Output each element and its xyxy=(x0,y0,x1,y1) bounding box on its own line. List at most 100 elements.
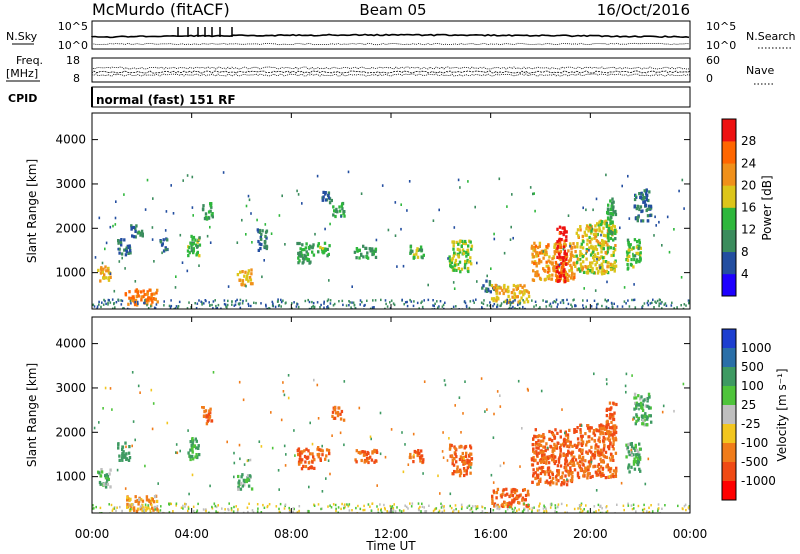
heatmap-cell xyxy=(121,445,124,449)
heatmap-cell xyxy=(351,285,353,288)
heatmap-cell xyxy=(402,509,405,512)
heatmap-cell xyxy=(607,423,610,427)
heatmap-cell xyxy=(600,262,604,266)
heatmap-cell xyxy=(409,249,413,253)
heatmap-cell xyxy=(423,380,426,383)
heatmap-cell xyxy=(623,286,626,289)
heatmap-cell xyxy=(361,450,364,454)
heatmap-cell xyxy=(628,217,631,220)
heatmap-cell xyxy=(469,452,472,456)
heatmap-cell xyxy=(610,420,613,424)
heatmap-cell xyxy=(526,489,530,493)
heatmap-cell xyxy=(204,409,208,413)
heatmap-cell xyxy=(260,445,263,448)
heatmap-cell xyxy=(682,382,685,386)
heatmap-cell xyxy=(636,240,639,244)
heatmap-cell xyxy=(549,260,552,264)
heatmap-cell xyxy=(536,254,540,258)
heatmap-cell xyxy=(207,210,211,214)
heatmap-cell xyxy=(453,509,455,512)
heatmap-cell xyxy=(159,240,163,244)
heatmap-cell xyxy=(605,269,608,273)
heatmap-cell xyxy=(151,427,154,431)
heatmap-cell xyxy=(418,451,421,456)
heatmap-cell xyxy=(509,505,513,509)
heatmap-cell xyxy=(635,401,639,405)
heatmap-cell xyxy=(498,291,501,295)
heatmap-cell xyxy=(193,509,195,513)
heatmap-cell xyxy=(362,508,364,512)
heatmap-cell xyxy=(144,508,147,512)
heatmap-cell xyxy=(582,260,585,264)
heatmap-cell xyxy=(241,279,245,283)
heatmap-cell xyxy=(555,446,559,450)
colorbar-tick-label: 28 xyxy=(741,134,756,148)
heatmap-cell xyxy=(565,230,568,234)
heatmap-cell xyxy=(131,234,134,238)
heatmap-cell xyxy=(613,302,615,305)
heatmap-cell xyxy=(413,255,416,259)
heatmap-cell xyxy=(467,269,470,274)
heatmap-cell xyxy=(579,269,582,273)
heatmap-cell xyxy=(582,299,584,302)
heatmap-cell xyxy=(381,511,383,513)
heatmap-cell xyxy=(636,460,640,464)
heatmap-cell xyxy=(377,511,380,513)
heatmap-cell xyxy=(413,300,415,303)
heatmap-cell xyxy=(458,445,461,449)
heatmap-cell xyxy=(153,505,157,509)
heatmap-cell xyxy=(159,509,162,512)
heatmap-cell xyxy=(470,466,472,469)
heatmap-cell xyxy=(562,442,565,446)
heatmap-cell xyxy=(599,452,602,456)
heatmap-cell xyxy=(129,508,132,511)
heatmap-cell xyxy=(156,505,159,508)
heatmap-cell xyxy=(362,244,365,248)
heatmap-cell xyxy=(560,483,563,487)
heatmap-cell xyxy=(126,502,129,506)
heatmap-cell xyxy=(509,493,512,497)
heatmap-cell xyxy=(237,481,240,485)
freq-trace xyxy=(91,70,691,74)
heatmap-cell xyxy=(596,222,599,226)
range-tick-label: 2000 xyxy=(55,221,86,235)
heatmap-cell xyxy=(687,299,690,302)
heatmap-cell xyxy=(537,307,540,309)
heatmap-cell xyxy=(209,225,211,229)
heatmap-cell xyxy=(421,300,423,303)
heatmap-cell xyxy=(503,505,506,508)
heatmap-cell xyxy=(257,507,259,510)
heatmap-cell xyxy=(567,274,570,278)
heatmap-cell xyxy=(611,224,615,228)
heatmap-cell xyxy=(209,484,211,488)
heatmap-cell xyxy=(121,447,124,452)
heatmap-cell xyxy=(201,303,203,306)
heatmap-cell xyxy=(284,504,286,508)
heatmap-cell xyxy=(673,307,675,309)
heatmap-cell xyxy=(328,279,330,282)
heatmap-cell xyxy=(136,300,139,304)
heatmap-cell xyxy=(648,414,651,418)
heatmap-cell xyxy=(146,292,149,296)
heatmap-cell xyxy=(149,510,152,513)
heatmap-cell xyxy=(600,250,603,254)
heatmap-cell xyxy=(539,306,541,309)
heatmap-cell xyxy=(535,441,538,445)
heatmap-cell xyxy=(548,304,551,307)
heatmap-cell xyxy=(643,418,646,422)
heatmap-cell xyxy=(185,503,187,506)
heatmap-cell xyxy=(609,199,612,203)
heatmap-cell xyxy=(406,209,408,212)
heatmap-cell xyxy=(632,246,635,250)
heatmap-cell xyxy=(242,398,245,402)
heatmap-cell xyxy=(650,420,653,424)
heatmap-cell xyxy=(562,301,565,305)
heatmap-cell xyxy=(571,271,574,275)
date-title: 16/Oct/2016 xyxy=(597,1,690,19)
heatmap-cell xyxy=(559,449,562,453)
heatmap-cell xyxy=(453,287,456,290)
heatmap-cell xyxy=(98,216,101,220)
heatmap-cell xyxy=(502,291,505,296)
heatmap-cell xyxy=(146,302,149,306)
range-tick-label: 1000 xyxy=(55,470,86,484)
